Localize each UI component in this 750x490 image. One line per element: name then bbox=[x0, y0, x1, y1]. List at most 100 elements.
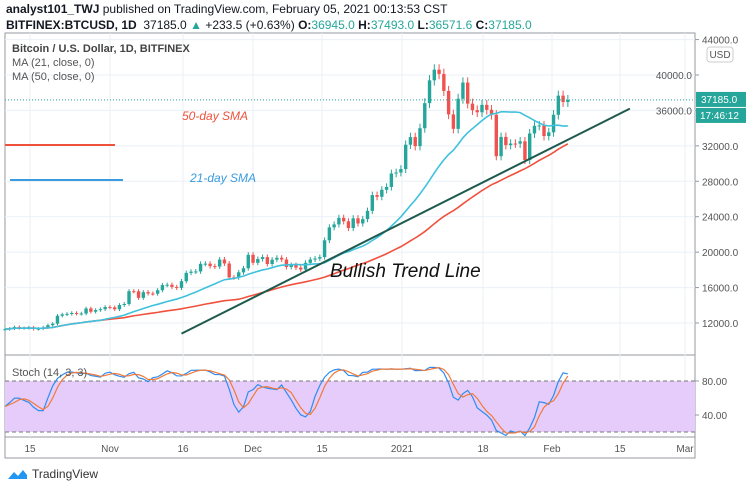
legend-ma50[interactable]: MA (50, close, 0) bbox=[12, 71, 95, 83]
candle-body bbox=[403, 144, 408, 170]
candle-body bbox=[246, 254, 250, 269]
brand-name: TradingView bbox=[32, 467, 99, 481]
candle-body bbox=[556, 95, 561, 115]
stoch-band bbox=[5, 381, 695, 432]
candle-body bbox=[456, 98, 460, 129]
x-tick-label: Feb bbox=[543, 444, 561, 455]
candle-body bbox=[194, 271, 198, 273]
candle-body bbox=[465, 82, 470, 104]
candle-body bbox=[418, 128, 422, 147]
y-tick-label: 40000.0 bbox=[656, 71, 693, 82]
candle-body bbox=[528, 133, 532, 161]
stoch-tick-label: 80.00 bbox=[702, 377, 727, 388]
y-tick-label: 32000.0 bbox=[702, 142, 739, 153]
candle-body bbox=[313, 258, 317, 260]
x-tick-label: 15 bbox=[24, 444, 36, 455]
x-tick-label: 18 bbox=[477, 444, 489, 455]
candle-body bbox=[117, 305, 122, 310]
candle-body bbox=[480, 104, 484, 113]
candle-body bbox=[160, 285, 165, 291]
candle-body bbox=[384, 186, 389, 190]
candle-body bbox=[122, 303, 126, 306]
candle-body bbox=[351, 218, 355, 229]
author[interactable]: analyst101_TWJ bbox=[6, 2, 100, 16]
candle-body bbox=[365, 210, 370, 220]
candle-body bbox=[375, 195, 379, 197]
candle-body bbox=[427, 80, 432, 104]
candle-body bbox=[3, 329, 7, 331]
candle-body bbox=[70, 312, 74, 314]
trend-line-annotation: Bullish Trend Line bbox=[330, 261, 481, 282]
tradingview-logo[interactable]: TradingView bbox=[6, 467, 98, 481]
candle-body bbox=[437, 69, 441, 74]
candle-body bbox=[222, 259, 227, 264]
candle-body bbox=[532, 125, 537, 134]
candle-body bbox=[36, 328, 41, 330]
candle-body bbox=[46, 325, 50, 328]
stoch-tick-label: 40.00 bbox=[702, 411, 727, 422]
candle-body bbox=[413, 137, 417, 147]
candle-body bbox=[275, 257, 279, 260]
x-tick-label: 16 bbox=[177, 444, 189, 455]
candle-body bbox=[227, 263, 231, 278]
publish-date: published on TradingView.com, February 0… bbox=[102, 2, 448, 16]
candle-body bbox=[284, 259, 289, 268]
candle-body bbox=[184, 272, 188, 282]
candle-body bbox=[461, 82, 465, 99]
candle-body bbox=[241, 268, 246, 273]
candle-body bbox=[179, 281, 184, 288]
candle-body bbox=[327, 227, 332, 241]
candle-body bbox=[523, 141, 527, 161]
high-label: H: bbox=[358, 18, 371, 32]
x-tick-label: Nov bbox=[101, 444, 119, 455]
y-tick-label: 36000.0 bbox=[656, 106, 693, 117]
y-tick-label: 24000.0 bbox=[702, 213, 739, 224]
low-label: L: bbox=[417, 18, 429, 32]
candle-body bbox=[561, 95, 565, 103]
candle-body bbox=[289, 264, 293, 268]
stoch-legend[interactable]: Stoch (14, 3, 3) bbox=[12, 367, 88, 379]
x-tick-label: 15 bbox=[614, 444, 626, 455]
candle-body bbox=[337, 217, 341, 225]
legend-title: Bitcoin / U.S. Dollar, 1D, BITFINEX bbox=[12, 43, 190, 55]
candle-body bbox=[155, 290, 160, 294]
candle-body bbox=[380, 189, 384, 197]
candle-body bbox=[551, 114, 556, 133]
candle-body bbox=[175, 286, 179, 288]
sma21-annotation: 21-day SMA bbox=[189, 171, 256, 185]
ma21-line bbox=[4, 110, 568, 330]
candle-body bbox=[499, 136, 503, 157]
candle-body bbox=[127, 291, 131, 304]
legend-ma21[interactable]: MA (21, close, 0) bbox=[12, 57, 95, 69]
candle-body bbox=[518, 141, 522, 144]
candle-body bbox=[55, 315, 60, 324]
candle-body bbox=[65, 313, 69, 315]
current-price-badge bbox=[696, 91, 746, 107]
candle-body bbox=[198, 263, 203, 272]
candle-body bbox=[361, 219, 365, 224]
candle-body bbox=[494, 114, 499, 157]
candle-body bbox=[423, 103, 427, 129]
candle-body bbox=[84, 308, 88, 314]
close-value: 37185.0 bbox=[488, 18, 532, 32]
candle-body bbox=[203, 263, 208, 265]
candle-body bbox=[79, 313, 84, 315]
symbol-bar: BITFINEX:BTCUSD, 1D 37185.0 ▲ +233.5 (+0… bbox=[6, 18, 532, 32]
candle-body bbox=[256, 259, 260, 263]
low-value: 36571.6 bbox=[428, 18, 473, 32]
candle-body bbox=[170, 284, 174, 287]
candle-body bbox=[308, 259, 312, 263]
candle-body bbox=[89, 308, 93, 312]
price-change: +233.5 (+0.63%) bbox=[205, 18, 295, 32]
y-tick-label: 16000.0 bbox=[702, 284, 739, 295]
candle-body bbox=[51, 323, 55, 326]
candle-body bbox=[504, 136, 508, 146]
y-tick-label: 28000.0 bbox=[702, 177, 739, 188]
candle-body bbox=[113, 307, 117, 310]
candle-body bbox=[508, 143, 513, 146]
candle-body bbox=[547, 132, 551, 137]
candle-body bbox=[322, 240, 327, 258]
candle-body bbox=[294, 264, 298, 268]
x-tick-label: Dec bbox=[244, 444, 262, 455]
